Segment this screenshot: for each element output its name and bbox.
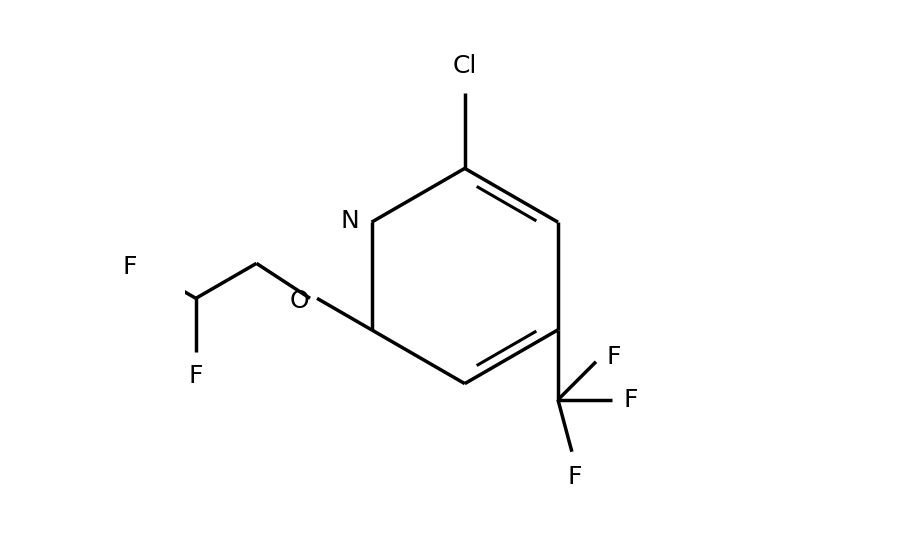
Text: F: F bbox=[189, 364, 203, 388]
Text: O: O bbox=[290, 289, 309, 313]
Text: N: N bbox=[341, 209, 360, 233]
Text: Cl: Cl bbox=[452, 54, 477, 78]
Text: F: F bbox=[568, 465, 582, 489]
Text: F: F bbox=[607, 346, 621, 369]
Text: F: F bbox=[123, 255, 137, 279]
Text: F: F bbox=[624, 388, 638, 412]
